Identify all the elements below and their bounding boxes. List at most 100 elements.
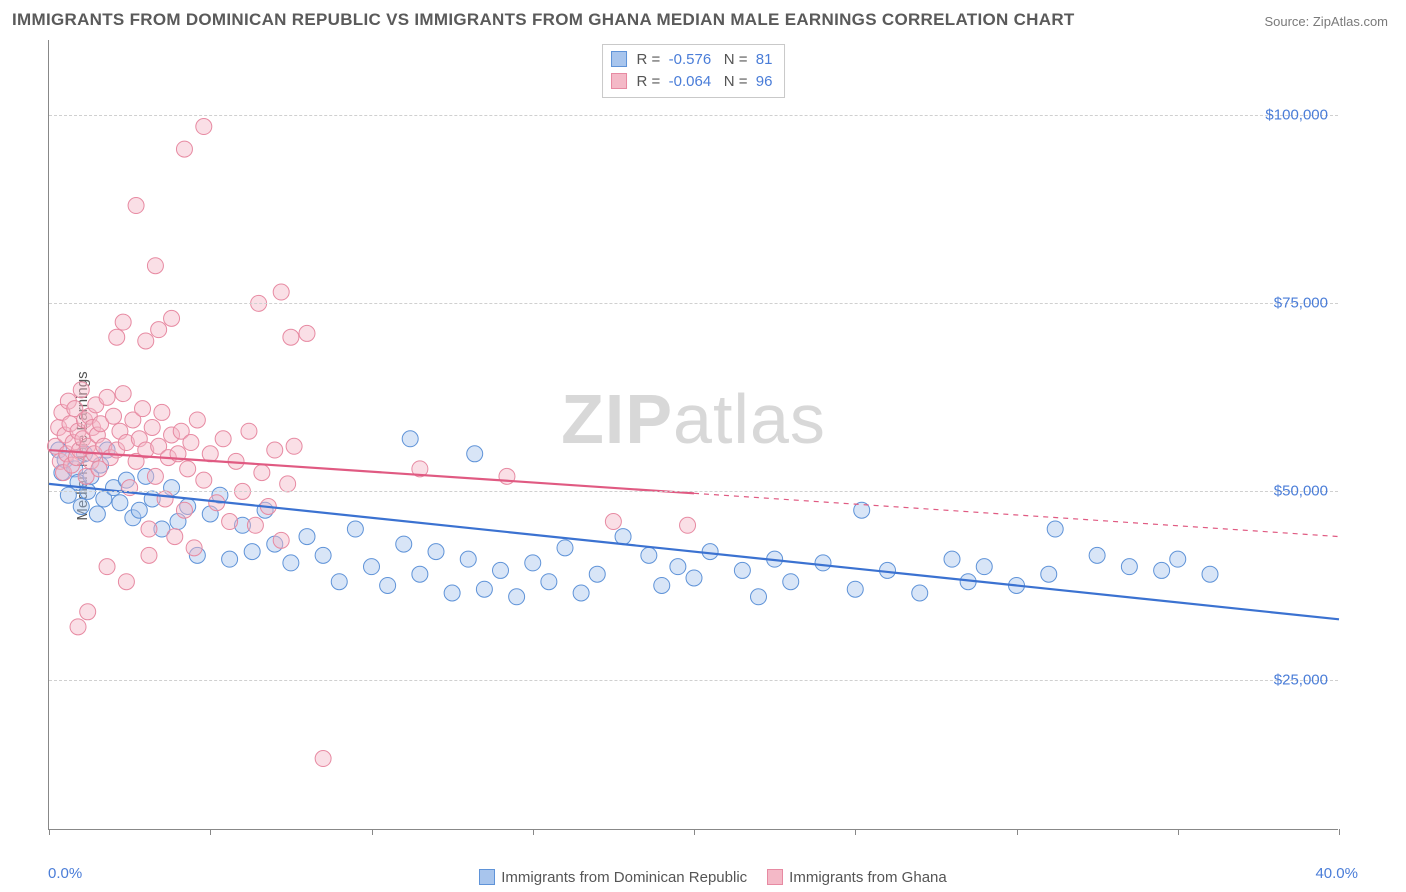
data-point-gh [183,435,199,451]
data-point-gh [605,514,621,530]
swatch-dr [611,51,627,67]
source-attribution: Source: ZipAtlas.com [1264,14,1388,29]
data-point-gh [80,604,96,620]
data-point-dr [815,555,831,571]
data-point-gh [147,468,163,484]
data-point-gh [273,284,289,300]
data-point-dr [444,585,460,601]
data-point-dr [686,570,702,586]
r-label: R = [637,51,661,68]
x-tick [1339,829,1340,835]
data-point-dr [615,529,631,545]
data-point-dr [573,585,589,601]
gridline [49,115,1338,116]
n-value: 81 [756,51,773,68]
data-point-gh [247,517,263,533]
data-point-gh [70,619,86,635]
legend-label-gh: Immigrants from Ghana [789,869,947,886]
data-point-dr [331,574,347,590]
data-point-dr [525,555,541,571]
data-point-dr [493,562,509,578]
trend-line-dash-gh [694,493,1339,536]
data-point-gh [115,314,131,330]
data-point-dr [467,446,483,462]
plot-svg [49,40,1338,829]
data-point-dr [131,502,147,518]
data-point-gh [151,322,167,338]
y-tick-label: $75,000 [1274,295,1328,312]
correlation-stats-box: R = -0.576 N = 81R = -0.064 N = 96 [602,44,786,98]
x-tick [694,829,695,835]
x-tick [210,829,211,835]
data-point-dr [783,574,799,590]
gridline [49,303,1338,304]
data-point-gh [99,559,115,575]
legend-swatch-dr [479,869,495,885]
data-point-dr [509,589,525,605]
data-point-gh [186,540,202,556]
data-point-gh [73,382,89,398]
n-label: N = [724,51,748,68]
data-point-dr [751,589,767,605]
data-point-dr [402,431,418,447]
data-point-dr [1121,559,1137,575]
data-point-gh [286,438,302,454]
data-point-dr [299,529,315,545]
data-point-dr [976,559,992,575]
data-point-gh [106,408,122,424]
gridline [49,491,1338,492]
data-point-gh [128,198,144,214]
data-point-gh [254,465,270,481]
stats-row-gh: R = -0.064 N = 96 [611,71,773,93]
data-point-gh [138,333,154,349]
data-point-gh [196,119,212,135]
data-point-gh [189,412,205,428]
data-point-gh [157,491,173,507]
data-point-dr [912,585,928,601]
r-value: -0.576 [669,51,712,68]
data-point-gh [280,476,296,492]
data-point-gh [147,258,163,274]
trend-line-dr [49,484,1339,619]
data-point-dr [589,566,605,582]
data-point-dr [1170,551,1186,567]
gridline [49,680,1338,681]
r-value: -0.064 [669,73,712,90]
data-point-dr [73,498,89,514]
data-point-gh [154,404,170,420]
n-label: N = [724,73,748,90]
data-point-gh [299,325,315,341]
r-label: R = [637,73,661,90]
data-point-dr [1047,521,1063,537]
data-point-gh [144,419,160,435]
data-point-gh [196,472,212,488]
data-point-gh [135,401,151,417]
data-point-gh [176,502,192,518]
data-point-gh [283,329,299,345]
n-value: 96 [756,73,773,90]
x-tick [1178,829,1179,835]
series-legend: Immigrants from Dominican RepublicImmigr… [0,869,1406,886]
data-point-dr [847,581,863,597]
data-point-dr [1202,566,1218,582]
data-point-dr [396,536,412,552]
data-point-dr [89,506,105,522]
swatch-gh [611,73,627,89]
stats-row-dr: R = -0.576 N = 81 [611,49,773,71]
data-point-dr [541,574,557,590]
data-point-gh [273,532,289,548]
data-point-dr [1154,562,1170,578]
x-tick [533,829,534,835]
y-tick-label: $50,000 [1274,483,1328,500]
data-point-gh [215,431,231,447]
data-point-dr [670,559,686,575]
data-point-dr [380,577,396,593]
data-point-gh [109,329,125,345]
data-point-dr [364,559,380,575]
data-point-gh [222,514,238,530]
data-point-gh [164,310,180,326]
data-point-dr [347,521,363,537]
data-point-dr [1041,566,1057,582]
data-point-gh [141,521,157,537]
data-point-gh [315,751,331,767]
